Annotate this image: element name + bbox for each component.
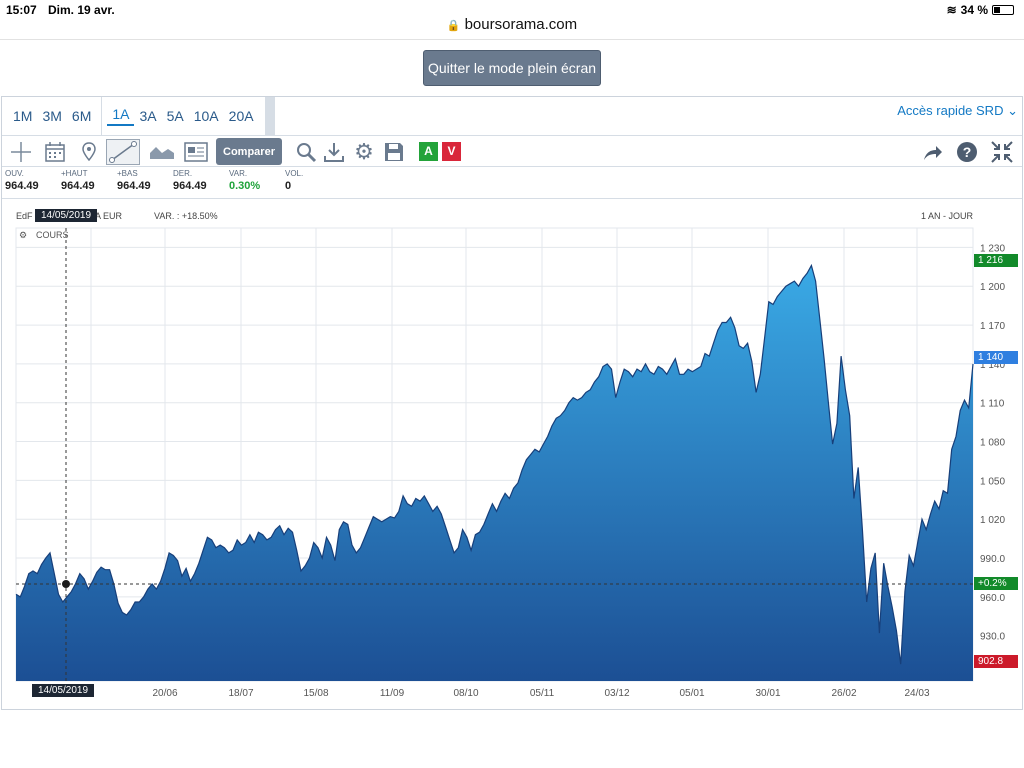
period-1m[interactable]: 1M (13, 108, 33, 124)
save-icon[interactable] (382, 139, 406, 165)
period-5a[interactable]: 5A (166, 108, 184, 124)
status-date: Dim. 19 avr. (48, 3, 115, 17)
wifi-icon: ≋ (946, 3, 957, 17)
address-bar[interactable]: 🔒 boursorama.com (0, 16, 1024, 40)
compare-button[interactable]: Comparer (216, 138, 282, 165)
instrument-name-left: EdF (16, 211, 33, 221)
low-price-tag: 902.8 (974, 655, 1018, 668)
status-right: ≋ 34 % (947, 3, 1014, 17)
stat-var: VAR. 0.30% (229, 169, 261, 192)
area-chart-icon[interactable] (148, 139, 176, 165)
chart-toolbar: Comparer ⚙ A V ? (2, 135, 1022, 167)
quote-stats: OUV. 964.49 +HAUT 964.49 +BAS 964.49 DER. 96… (2, 169, 1022, 199)
quick-access-label: Accès rapide SRD (897, 103, 1004, 118)
sell-button[interactable]: V (442, 142, 461, 161)
chart-panel: 1M 3M 6M 1A 3A 5A 10A 20A Accès rapide S… (1, 96, 1023, 710)
pin-icon[interactable] (78, 139, 100, 165)
cursor-var-tag: +0.2% (974, 577, 1018, 590)
period-10a[interactable]: 10A (193, 108, 219, 124)
help-icon[interactable]: ? (954, 139, 980, 165)
fullscreen-exit-icon[interactable] (988, 139, 1016, 165)
svg-text:?: ? (963, 144, 972, 160)
stat-volume: VOL. 0 (285, 169, 304, 192)
period-divider-end (264, 97, 275, 135)
quick-access-srd[interactable]: Accès rapide SRD ⌄ (897, 103, 1018, 119)
battery-icon (992, 5, 1014, 15)
buy-button[interactable]: A (419, 142, 438, 161)
quit-fullscreen-button[interactable]: Quitter le mode plein écran (423, 50, 601, 86)
stat-last: DER. 964.49 (173, 169, 207, 192)
share-icon[interactable] (920, 139, 946, 165)
ios-status-bar: 15:07 Dim. 19 avr. ≋ 34 % (0, 0, 1024, 20)
stat-high: +HAUT 964.49 (61, 169, 95, 192)
gear-icon[interactable]: ⚙ (354, 139, 374, 164)
period-20a[interactable]: 20A (228, 108, 254, 124)
period-variation: VAR. : +18.50% (154, 211, 218, 221)
chevron-down-icon: ⌄ (1007, 103, 1018, 118)
calendar-icon[interactable] (42, 139, 68, 165)
period-label: 1 AN - JOUR (921, 211, 974, 221)
high-price-tag: 1 216 (974, 254, 1018, 267)
period-selector: 1M 3M 6M 1A 3A 5A 10A 20A (2, 97, 275, 135)
search-icon[interactable] (294, 139, 318, 165)
trendline-icon[interactable] (106, 139, 140, 165)
status-time: 15:07 (6, 3, 37, 17)
period-divider (101, 97, 103, 135)
instrument-name-right: A EUR (95, 211, 123, 221)
cursor-date-bottom: 14/05/2019 (32, 684, 95, 697)
lock-icon: 🔒 (446, 20, 461, 32)
stat-low: +BAS 964.49 (117, 169, 151, 192)
battery-level: 34 % (960, 3, 988, 17)
url-text: boursorama.com (464, 16, 578, 33)
crosshair-icon[interactable] (8, 139, 34, 165)
period-1a[interactable]: 1A (107, 106, 135, 126)
period-3m[interactable]: 3M (42, 108, 62, 124)
period-3a[interactable]: 3A (139, 108, 157, 124)
download-icon[interactable] (322, 139, 346, 165)
last-price-tag: 1 140 (974, 351, 1018, 364)
news-icon[interactable] (182, 139, 210, 165)
stat-open: OUV. 964.49 (5, 169, 39, 192)
period-6m[interactable]: 6M (71, 108, 92, 124)
cursor-date-top: 14/05/2019 (35, 209, 98, 222)
